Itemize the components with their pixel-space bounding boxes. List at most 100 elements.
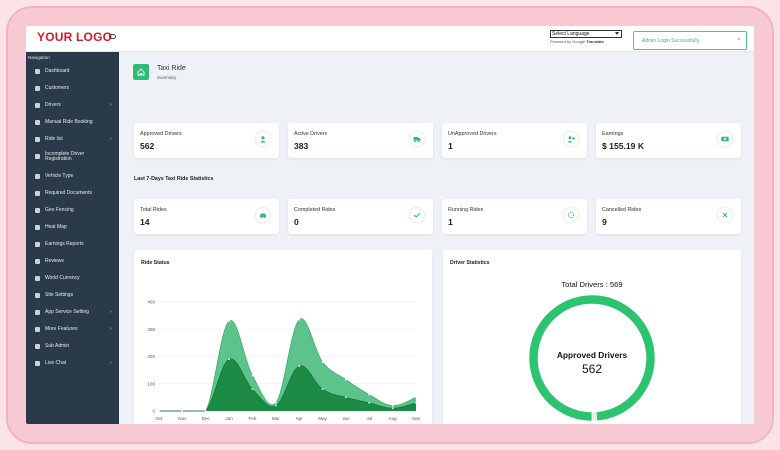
car-icon bbox=[35, 174, 40, 179]
data-point[interactable] bbox=[298, 318, 301, 321]
sidebar-item[interactable]: World Currency bbox=[26, 272, 119, 286]
data-point[interactable] bbox=[415, 401, 417, 404]
sidebar-item[interactable]: Reviews bbox=[26, 255, 119, 269]
stat-label: Running Rides bbox=[448, 207, 484, 213]
taxi-home-badge bbox=[133, 64, 149, 80]
sidebar-item[interactable]: Vehicle Type bbox=[26, 170, 119, 184]
stat-label: UnApproved Drivers bbox=[448, 131, 497, 137]
stat-value: 9 bbox=[602, 217, 607, 227]
stat-card[interactable]: Cancelled Rides 9 bbox=[596, 199, 741, 234]
page-title: Taxi Ride bbox=[157, 65, 186, 72]
sidebar-item[interactable]: Manual Ride Booking bbox=[26, 116, 119, 130]
sidebar-item-label: Reviews bbox=[45, 258, 64, 264]
map-icon bbox=[35, 225, 40, 230]
data-point[interactable] bbox=[274, 404, 277, 407]
data-point[interactable] bbox=[345, 396, 347, 399]
data-point[interactable] bbox=[391, 407, 394, 410]
stat-card[interactable]: Earnings $ 155.19 K bbox=[596, 123, 741, 158]
x-tick-label: Feb bbox=[248, 416, 256, 421]
data-point[interactable] bbox=[274, 401, 277, 404]
sidebar-item-label: Vehicle Type bbox=[45, 173, 74, 179]
data-point[interactable] bbox=[228, 358, 230, 361]
sidebar-toggle-icon[interactable] bbox=[109, 34, 116, 39]
x-tick-label: Jul bbox=[366, 416, 372, 421]
sidebar-item[interactable]: Site Settings bbox=[26, 289, 119, 303]
user-shield-icon bbox=[35, 344, 40, 349]
stat-card[interactable]: Completed Rides 0 bbox=[288, 199, 433, 234]
sidebar-item[interactable]: Dashboard bbox=[26, 65, 119, 79]
stat-label: Total Rides bbox=[140, 207, 167, 213]
chat-icon bbox=[35, 361, 40, 366]
y-tick-label: 300 bbox=[147, 327, 155, 332]
sidebar-item-label: More Features bbox=[45, 326, 78, 332]
stat-card[interactable]: Running Rides 1 bbox=[442, 199, 587, 234]
data-point[interactable] bbox=[321, 388, 324, 391]
logo[interactable]: YOUR LOGO bbox=[37, 30, 113, 44]
data-point[interactable] bbox=[251, 388, 254, 391]
sidebar-item-label: Heat Map bbox=[45, 224, 67, 230]
stat-card[interactable]: UnApproved Drivers 1 bbox=[442, 123, 587, 158]
sidebar-item[interactable]: Geo Fencing bbox=[26, 204, 119, 218]
x-tick-label: Nov bbox=[178, 416, 187, 421]
stat-card[interactable]: Active Drivers 383 bbox=[288, 123, 433, 158]
stat-label: Cancelled Rides bbox=[602, 207, 642, 213]
stat-card[interactable]: Approved Drivers 562 bbox=[134, 123, 279, 158]
donut-slice[interactable] bbox=[591, 411, 598, 422]
stat-value: 1 bbox=[448, 217, 453, 227]
map-icon bbox=[35, 208, 40, 213]
x-tick-label: Jan bbox=[225, 416, 233, 421]
file-icon bbox=[35, 191, 40, 196]
sidebar-item[interactable]: More Features › bbox=[26, 323, 119, 337]
close-icon bbox=[718, 208, 732, 222]
sidebar-item[interactable]: Live Chat › bbox=[26, 357, 119, 371]
data-point[interactable] bbox=[345, 378, 347, 381]
driver-statistics-panel: Driver Statistics Total Drivers : 569 Ap… bbox=[443, 250, 741, 424]
donut-slice[interactable] bbox=[528, 294, 656, 422]
data-point[interactable] bbox=[368, 393, 371, 396]
sidebar-item[interactable]: Sub Admin bbox=[26, 340, 119, 354]
x-tick-label: Dec bbox=[202, 416, 211, 421]
data-point[interactable] bbox=[368, 401, 371, 404]
sidebar-item-label: Ride list bbox=[45, 136, 63, 142]
toast-close-button[interactable]: × bbox=[737, 37, 740, 43]
sidebar-item[interactable]: App Service Setting › bbox=[26, 306, 119, 320]
translate-link[interactable]: Translate bbox=[586, 39, 604, 44]
sidebar: Navigation Dashboard Customers Drivers › Man… bbox=[26, 52, 119, 424]
data-point[interactable] bbox=[181, 410, 184, 412]
sidebar-item-label: Customers bbox=[45, 85, 70, 91]
globe-icon bbox=[35, 276, 40, 281]
language-select[interactable]: Select Language bbox=[550, 30, 622, 38]
sidebar-item-label: App Service Setting bbox=[45, 309, 89, 315]
stat-value: 0 bbox=[294, 217, 299, 227]
stat-label: Earnings bbox=[602, 131, 624, 137]
data-point[interactable] bbox=[251, 374, 254, 377]
data-point[interactable] bbox=[158, 410, 160, 412]
dashboard-icon bbox=[35, 69, 40, 74]
page-subtitle: Summary bbox=[157, 75, 177, 80]
money-icon bbox=[718, 132, 732, 146]
sidebar-item[interactable]: Ride list › bbox=[26, 133, 119, 147]
data-point[interactable] bbox=[204, 410, 207, 412]
data-point[interactable] bbox=[298, 365, 301, 367]
wrench-icon bbox=[35, 310, 40, 315]
stat-card[interactable]: Total Rides 14 bbox=[134, 199, 279, 234]
sidebar-item[interactable]: Incomplete Driver Registration bbox=[26, 150, 119, 164]
data-point[interactable] bbox=[391, 404, 394, 407]
data-point[interactable] bbox=[321, 361, 324, 363]
series-line-2 bbox=[159, 358, 417, 412]
car-icon bbox=[35, 137, 40, 142]
data-point[interactable] bbox=[228, 320, 230, 322]
sidebar-item[interactable]: Customers bbox=[26, 82, 119, 96]
data-point[interactable] bbox=[415, 396, 417, 399]
user-icon bbox=[35, 154, 40, 159]
sidebar-item[interactable]: Heat Map bbox=[26, 221, 119, 235]
sidebar-item[interactable]: Drivers › bbox=[26, 99, 119, 113]
sidebar-item-label: Site Settings bbox=[45, 292, 74, 298]
y-tick-label: 200 bbox=[147, 354, 155, 359]
stat-value: $ 155.19 K bbox=[602, 141, 645, 151]
check-icon bbox=[410, 208, 424, 222]
sidebar-item[interactable]: Earnings Reports bbox=[26, 238, 119, 252]
sidebar-item-label: Sub Admin bbox=[45, 343, 70, 349]
home-icon bbox=[137, 68, 145, 76]
sidebar-item[interactable]: Required Documents bbox=[26, 187, 119, 201]
